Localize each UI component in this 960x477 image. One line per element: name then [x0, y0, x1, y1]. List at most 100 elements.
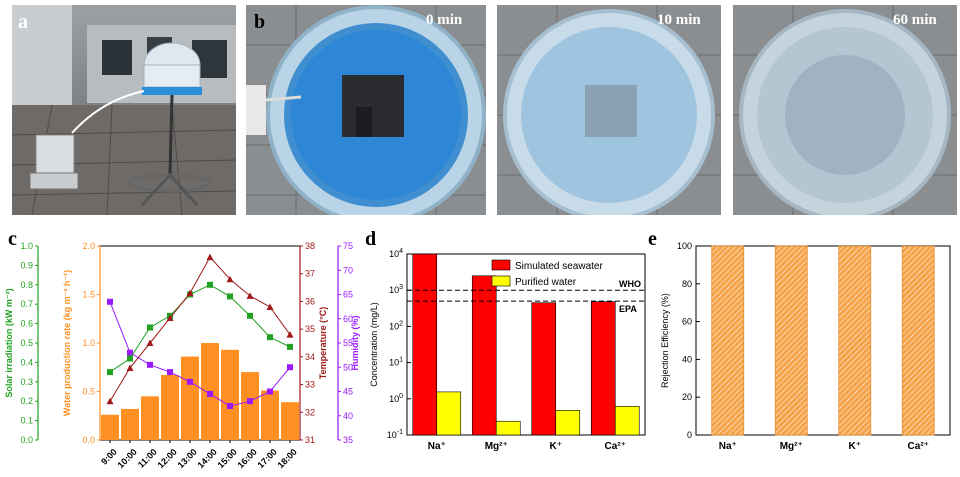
panel-label-e: e — [648, 228, 657, 250]
humidity-axis-tick-label: 35 — [343, 435, 353, 445]
x-tick-label: Mg²⁺ — [485, 441, 508, 452]
humidity-point — [147, 361, 153, 368]
solar-irradiation-point — [107, 369, 113, 376]
reference-label: EPA — [619, 304, 637, 314]
water-production-bar — [181, 356, 199, 440]
solar-irradiation-point — [227, 293, 233, 300]
y-tick-label: 102 — [389, 320, 403, 331]
temperature-axis-tick-label: 35 — [305, 324, 315, 334]
humidity-point — [187, 378, 193, 385]
temperature-axis-tick-label: 38 — [305, 241, 315, 251]
x-tick-label: 16:00 — [236, 447, 259, 470]
solar-irradiation-point — [147, 324, 153, 331]
temperature-point — [286, 331, 294, 338]
water-production-bar — [101, 414, 119, 440]
y-tick-label: 80 — [682, 279, 692, 289]
time-label-60min: 60 min — [893, 12, 937, 28]
solar-irradiation-line — [109, 284, 291, 373]
temperature-point — [106, 397, 114, 405]
photo-evaporator-10min: 10 min — [497, 5, 721, 215]
solar-axis-tick-label: 0.8 — [20, 280, 33, 290]
photo-evaporator-60min: 60 min — [733, 5, 957, 215]
y-tick-label: 100 — [389, 393, 403, 404]
seawater-bar — [471, 275, 497, 436]
x-tick-label: 14:00 — [196, 447, 219, 470]
legend-purified-swatch — [491, 275, 511, 287]
y-tick-label: 60 — [682, 317, 692, 327]
purified-bar — [555, 410, 581, 436]
humidity-point — [167, 369, 173, 376]
solar-axis-tick-label: 0.7 — [20, 299, 33, 309]
x-tick-label: Na⁺ — [719, 441, 737, 452]
y-tick-exponent: 4 — [399, 248, 403, 255]
temperature-axis-tick-label: 31 — [305, 435, 315, 445]
rejection-bar — [774, 245, 808, 436]
temperature-point — [126, 364, 134, 371]
humidity-point — [287, 364, 293, 371]
humidity-point — [247, 398, 253, 405]
x-tick-label: 18:00 — [276, 447, 299, 470]
temperature-point — [246, 292, 254, 299]
chart-e-rejection-efficiency: 0 20 40 60 80 100 Na⁺ Mg²⁺ K⁺ Ca²⁺ Rejection Effic… — [660, 241, 951, 452]
solar-irradiation-point — [207, 281, 213, 288]
solar-axis-tick-label: 0.0 — [20, 435, 33, 445]
water-production-bar — [121, 408, 139, 440]
humidity-axis-tick-label: 55 — [343, 338, 353, 348]
y-tick-base: 10 — [389, 394, 399, 404]
x-tick-label: Mg²⁺ — [780, 441, 803, 452]
y-tick-label: 101 — [389, 357, 403, 368]
photo-evaporator-0min: b 0 min — [246, 5, 486, 215]
panel-label-a: a — [18, 11, 28, 33]
x-tick-label: 17:00 — [256, 447, 279, 470]
solar-axis-tick-label: 0.2 — [20, 396, 33, 406]
water-axis-tick-label: 1.0 — [82, 338, 95, 348]
humidity-point — [107, 298, 113, 305]
solar-axis-tick-label: 0.9 — [20, 260, 33, 270]
water-axis-tick-label: 0.5 — [82, 387, 95, 397]
plot-frame — [406, 253, 646, 436]
water-axis-tick-label: 2.0 — [82, 241, 95, 251]
solar-irradiation-point — [127, 355, 133, 362]
y-tick-label: 10-1 — [387, 429, 403, 440]
y-tick-exponent: 1 — [399, 357, 403, 364]
x-tick-label: Ca²⁺ — [908, 441, 929, 452]
outdoor-setup-illustration — [12, 5, 236, 215]
water-production-bar — [281, 402, 299, 440]
rejection-bar — [711, 245, 745, 436]
x-tick-label: 13:00 — [176, 447, 199, 470]
water-production-bar — [221, 349, 239, 440]
solar-axis-tick-label: 1.0 — [20, 241, 33, 251]
solar-axis-tick-label: 0.6 — [20, 319, 33, 329]
solar-axis-tick-label: 0.3 — [20, 377, 33, 387]
temperature-axis-tick-label: 33 — [305, 380, 315, 390]
y-axis-title: Concentration (mg/L) — [369, 302, 379, 387]
y-axis-title: Rejection Efficiency (%) — [660, 293, 670, 388]
x-tick-label: K⁺ — [849, 441, 862, 452]
y-tick-base: 10 — [389, 249, 399, 259]
y-tick-label: 20 — [682, 392, 692, 402]
water-axis-title: Water production rate (kg m⁻² h⁻¹) — [62, 270, 72, 416]
rejection-bar — [838, 245, 872, 436]
y-tick-exponent: -1 — [397, 429, 403, 436]
panel-label-b: b — [254, 11, 266, 33]
time-label-10min: 10 min — [657, 12, 701, 28]
humidity-point — [267, 388, 273, 395]
y-tick-label: 0 — [687, 430, 692, 440]
solar-irradiation-point — [267, 334, 273, 341]
solar-irradiation-point — [287, 343, 293, 350]
humidity-axis-tick-label: 45 — [343, 387, 353, 397]
humidity-axis-tick-label: 60 — [343, 314, 353, 324]
solar-irradiation-point — [247, 312, 253, 319]
humidity-axis-tick-label: 75 — [343, 241, 353, 251]
legend-seawater-label: Simulated seawater — [515, 261, 603, 272]
x-tick-label: Na⁺ — [428, 441, 446, 452]
panel-label-c: c — [8, 228, 17, 250]
y-tick-exponent: 3 — [399, 284, 403, 291]
evaporator-60min-illustration — [733, 5, 957, 215]
temperature-axis-tick-label: 37 — [305, 269, 315, 279]
x-tick-label: 10:00 — [116, 447, 139, 470]
legend-purified-label: Purified water — [515, 277, 577, 288]
solar-axis-tick-label: 0.5 — [20, 338, 33, 348]
solar-axis-title: Solar irradiation (kW m⁻²) — [4, 288, 14, 397]
